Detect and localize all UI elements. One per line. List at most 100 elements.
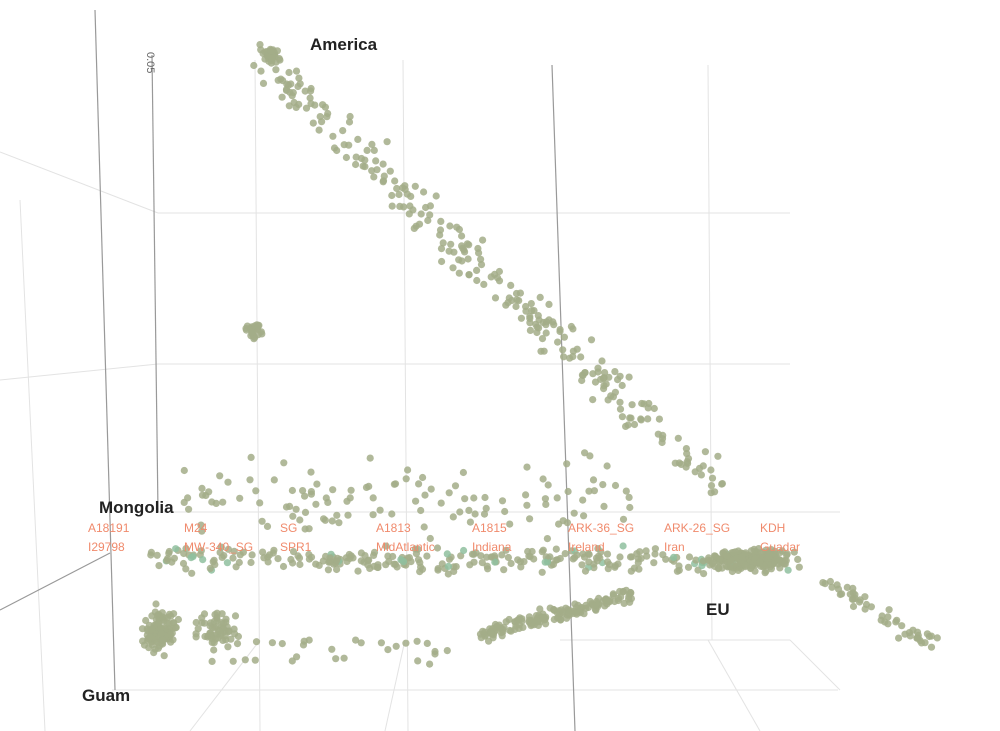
data-point [343, 557, 351, 566]
data-point [559, 346, 567, 354]
data-point [217, 543, 225, 551]
data-point [438, 560, 446, 568]
data-point [861, 605, 869, 613]
data-point [414, 556, 423, 564]
data-point [589, 370, 597, 378]
data-point [437, 217, 445, 225]
data-point [224, 643, 232, 651]
data-point [187, 554, 195, 562]
data-point [849, 584, 857, 593]
data-point [643, 552, 651, 560]
axis-tick-label: 0.05 [144, 52, 156, 73]
data-point [208, 634, 216, 643]
data-point [846, 590, 854, 598]
data-point [468, 550, 477, 558]
data-point [578, 376, 586, 385]
data-point [333, 565, 341, 574]
data-point [927, 643, 936, 651]
data-point [157, 629, 165, 638]
data-point [625, 595, 633, 603]
data-point [708, 474, 717, 482]
data-point [504, 299, 512, 307]
data-point [451, 482, 460, 490]
data-point [364, 557, 372, 565]
data-point [522, 307, 530, 315]
data-point [296, 516, 304, 524]
data-point [423, 552, 431, 560]
data-point [210, 556, 218, 564]
data-point [346, 112, 354, 121]
data-point [444, 570, 452, 578]
data-point [354, 567, 362, 575]
data-point [316, 113, 324, 121]
data-point [604, 396, 612, 404]
data-point [603, 462, 611, 470]
data-point [256, 499, 264, 507]
sample-label: ARK-36_SG [568, 521, 634, 535]
data-point [270, 546, 278, 554]
data-point [458, 257, 466, 265]
sample-label: SPR1 [280, 540, 312, 554]
sample-label: ARK-26_SG [664, 521, 730, 535]
data-point [239, 548, 247, 556]
data-point [352, 160, 360, 169]
data-point [151, 645, 159, 653]
data-point [212, 499, 220, 507]
data-point [611, 481, 620, 490]
data-point [455, 269, 463, 277]
data-point [726, 563, 734, 571]
data-point [502, 546, 510, 554]
data-point [557, 606, 566, 614]
data-point [765, 552, 773, 561]
data-point [445, 247, 453, 255]
data-point [251, 656, 259, 664]
data-point [373, 563, 382, 572]
data-point [921, 639, 929, 647]
data-point [491, 558, 499, 566]
data-point [287, 555, 295, 564]
data-point [282, 503, 291, 511]
data-point [340, 654, 348, 662]
data-point [560, 353, 568, 361]
data-point [232, 563, 240, 571]
data-point [625, 373, 633, 381]
data-point [293, 653, 301, 661]
data-point [230, 547, 238, 556]
data-point [598, 357, 606, 365]
data-point [580, 553, 589, 561]
data-point [692, 556, 700, 564]
data-point [465, 506, 473, 514]
data-point [604, 558, 612, 566]
data-point [267, 54, 276, 62]
data-point [933, 634, 941, 642]
data-point [464, 255, 472, 263]
sample-label: Indiana [472, 540, 512, 554]
data-point [734, 566, 742, 575]
data-point [329, 486, 337, 494]
data-point [170, 610, 178, 618]
data-point [619, 515, 628, 523]
data-point [913, 628, 922, 636]
data-point [627, 589, 635, 597]
data-point [229, 554, 237, 562]
data-point [498, 551, 506, 559]
data-point [570, 509, 578, 517]
data-point [572, 609, 580, 617]
data-point [301, 525, 309, 533]
data-point [630, 420, 639, 429]
data-point [180, 498, 188, 506]
data-point [795, 563, 803, 571]
data-point [473, 276, 481, 285]
data-point [295, 74, 303, 82]
cluster-label-guam: Guam [82, 686, 130, 705]
data-point [538, 548, 546, 556]
data-point [416, 568, 424, 576]
data-point [332, 557, 341, 565]
data-point [556, 554, 564, 563]
data-point [611, 562, 619, 570]
data-point [285, 68, 293, 77]
data-point [618, 413, 627, 421]
data-point [794, 555, 802, 564]
data-point [637, 554, 645, 563]
